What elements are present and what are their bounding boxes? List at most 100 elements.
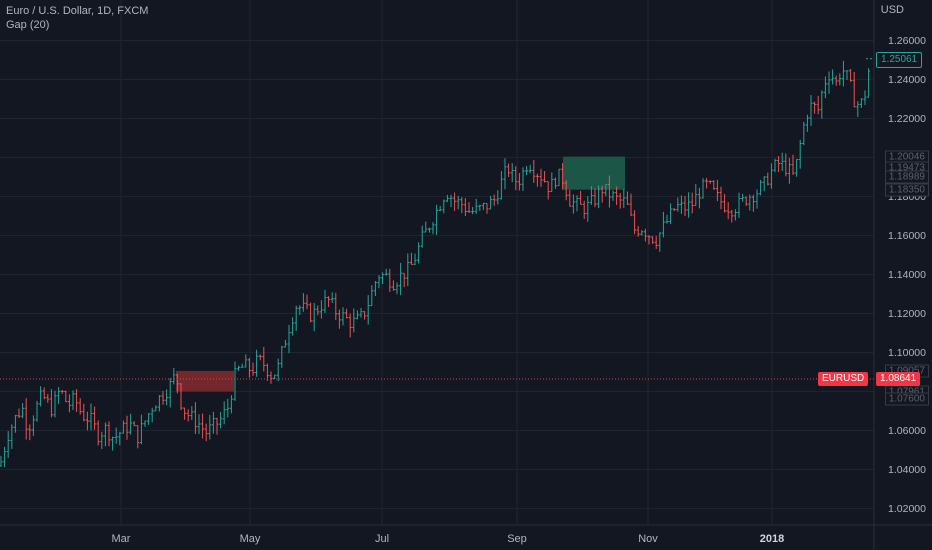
ohlc-bar-up [21,403,25,419]
ohlc-bar-down [643,228,647,242]
ohlc-bar-up [39,386,43,407]
x-tick-label: May [239,533,261,545]
ohlc-bar-up [121,420,125,434]
ohlc-bar-down [96,420,100,446]
currency-label: USD [880,4,904,16]
y-tick-label: 1.24000 [888,73,926,86]
ohlc-bar-down [726,202,730,220]
ohlc-bar-up [406,253,410,287]
ohlc-bar-up [471,207,475,215]
ohlc-bar-down [67,394,71,413]
y-tick-label: 1.22000 [888,112,926,125]
indicator-title[interactable]: Gap (20) [6,19,50,31]
ohlc-bar-down [514,166,518,191]
ohlc-bar-up [240,363,244,368]
ohlc-bar-up [431,222,435,235]
ohlc-bar-down [705,177,709,189]
ohlc-bar-up [103,422,107,447]
ohlc-bar-down [715,179,719,202]
ohlc-bar-down [615,186,619,205]
ohlc-bar-down [453,192,457,211]
ohlc-bar-down [409,252,413,265]
ohlc-bar-up [755,189,759,209]
ohlc-bar-down [467,202,471,213]
ohlc-bar-up [604,183,608,197]
ohlc-bar-down [633,210,637,235]
ohlc-bar-up [319,300,323,319]
ohlc-bar-up [780,152,784,171]
ohlc-bar-down [784,153,788,177]
ohlc-bar-up [665,214,669,224]
ohlc-bar-down [161,390,165,405]
ohlc-bar-down [107,421,111,447]
ohlc-bar-down [636,226,640,237]
ohlc-bar-down [543,171,547,183]
ohlc-bar-down [654,235,658,249]
ohlc-bar-down [561,163,565,190]
ohlc-bar-up [658,232,662,252]
ohlc-bar-down [136,425,140,449]
ohlc-bar-down [625,191,629,205]
ohlc-bar-up [366,295,370,325]
ohlc-bar-up [525,166,529,176]
ohlc-bar-up [787,157,791,184]
ohlc-bar-down [485,203,489,214]
ohlc-bar-down [723,193,727,213]
ohlc-bar-up [867,68,871,98]
ohlc-bar-up [859,98,863,108]
ohlc-bar-up [226,398,230,418]
ohlc-bar-up [89,403,93,431]
x-tick-label: Sep [507,533,527,545]
ohlc-bar-up [575,195,579,212]
ohlc-bar-down [697,187,701,209]
ohlc-bar-down [402,272,406,288]
ohlc-bar-up [323,289,327,313]
ohlc-bar-up [157,395,161,412]
ohlc-bar-down [553,177,557,189]
chart-legend: Euro / U.S. Dollar, 1D, FXCM Gap (20) [6,4,148,32]
ohlc-bar-up [381,272,385,285]
ohlc-bar-up [823,76,827,99]
symbol-marker-value: 1.08641 [876,372,921,386]
ohlc-bar-down [568,189,572,207]
ohlc-bar-up [496,190,500,205]
ohlc-bar-up [438,205,442,212]
ohlc-bar-up [521,167,525,192]
symbol-marker-label: EURUSD [818,372,869,386]
ohlc-bar-up [312,302,316,332]
ohlc-bar-up [805,114,809,132]
ohlc-bar-down [305,294,309,310]
ohlc-bar-down [708,180,712,184]
ohlc-bar-up [399,262,403,296]
ohlc-bar-down [258,354,262,361]
ohlc-bar-up [589,186,593,205]
ohlc-bar-down [49,389,53,418]
ohlc-bar-up [31,415,35,436]
ohlc-bar-up [229,395,233,414]
ohlc-bar-up [237,365,241,371]
ohlc-bar-up [510,163,514,183]
x-tick-label: Nov [638,533,658,545]
ohlc-bar-down [251,362,255,376]
gap-price-label: 1.18350 [884,183,929,197]
ohlc-bar-down [24,398,28,440]
gap-price-label: 1.07600 [884,392,929,406]
ohlc-bar-down [719,186,723,210]
symbol-title[interactable]: Euro / U.S. Dollar, 1D, FXCM [6,5,149,17]
ohlc-bar-up [190,406,194,421]
y-tick-label: 1.14000 [888,268,926,281]
ohlc-bar-up [481,202,485,210]
ohlc-bar-down [618,193,622,209]
ohlc-bar-up [478,204,482,212]
ohlc-bar-up [53,390,57,418]
ohlc-bar-up [427,227,431,233]
ohlc-bar-down [388,268,392,292]
ohlc-bar-down [132,421,136,427]
ohlc-bar-down [517,173,521,191]
ohlc-bar-down [265,363,269,381]
ohlc-bar-down [334,292,338,320]
ohlc-bar-down [82,403,86,422]
y-tick-label: 1.06000 [888,424,926,437]
gap-zone-down [176,370,234,392]
